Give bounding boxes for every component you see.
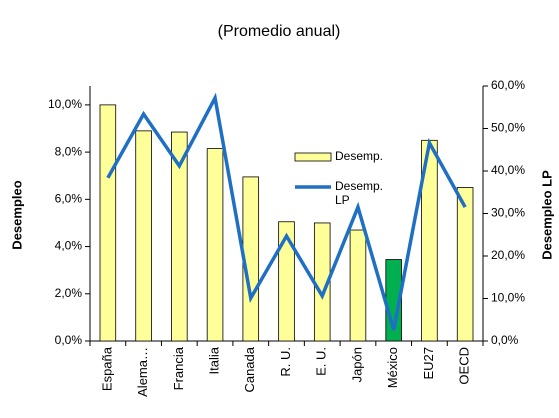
bar bbox=[206, 148, 224, 342]
y2-tick-label: 50,0% bbox=[491, 121, 525, 135]
y2-axis-title: Desempleo LP bbox=[539, 170, 554, 260]
y2-tick-label: 40,0% bbox=[491, 163, 525, 177]
legend-swatch bbox=[294, 152, 332, 162]
y2-tick-label: 20,0% bbox=[491, 248, 525, 262]
bar bbox=[456, 187, 474, 342]
y2-tick-label: 10,0% bbox=[491, 291, 525, 305]
y-tick-label: 4,0% bbox=[55, 239, 83, 253]
bar bbox=[278, 221, 295, 342]
bar bbox=[171, 131, 188, 342]
x-tick-label: España bbox=[99, 346, 114, 391]
line bbox=[106, 92, 467, 331]
y-axis-title: Desempleo bbox=[9, 180, 24, 249]
y-tick-label: 8,0% bbox=[55, 144, 83, 158]
x-tick-label: México bbox=[385, 347, 400, 388]
legend-label: Desemp. bbox=[335, 149, 383, 163]
x-tick-label: Japón bbox=[349, 347, 364, 382]
legend-label: Desemp. LP bbox=[335, 179, 383, 207]
y-tick-label: 10,0% bbox=[48, 97, 82, 111]
y-tick-label: 2,0% bbox=[55, 286, 83, 300]
x-tick-label: Canada bbox=[242, 346, 257, 392]
y-tick-label: 6,0% bbox=[55, 192, 83, 206]
x-tick-label: Alema… bbox=[135, 347, 150, 397]
bar bbox=[99, 104, 117, 342]
y2-tick-label: 60,0% bbox=[491, 78, 525, 92]
chart-title: (Promedio anual) bbox=[218, 23, 341, 40]
bar bbox=[135, 130, 152, 342]
x-tick-label: Italia bbox=[206, 346, 221, 374]
y-tick-label: 0,0% bbox=[55, 333, 83, 347]
y2-tick-label: 30,0% bbox=[491, 206, 525, 220]
x-tick-label: OECD bbox=[457, 347, 472, 385]
bar bbox=[349, 229, 367, 342]
x-tick-label: EU27 bbox=[421, 347, 436, 380]
x-tick-label: E. U. bbox=[314, 347, 329, 376]
y2-tick-label: 0,0% bbox=[491, 333, 519, 347]
x-tick-label: Francia bbox=[171, 346, 186, 390]
x-tick-label: R. U. bbox=[278, 347, 293, 377]
